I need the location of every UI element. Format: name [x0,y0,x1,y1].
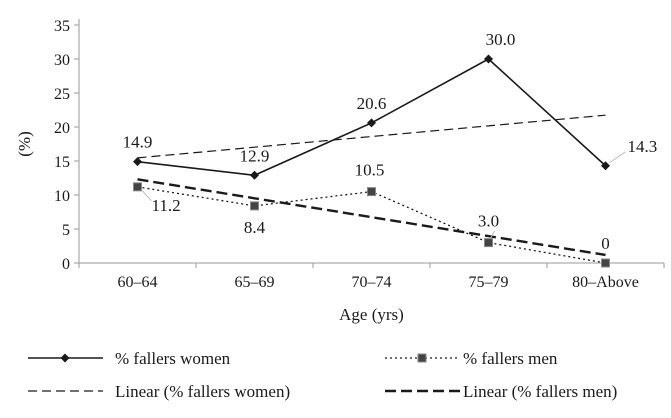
x-axis-title: Age (yrs) [339,305,404,324]
data-label: 0 [601,234,610,253]
data-label: 10.5 [355,161,385,180]
data-point [367,187,376,197]
x-tick-label: 75–79 [469,274,509,291]
trendline-0 [137,114,606,159]
y-tick-label: 30 [54,52,70,69]
legend: % fallers women % fallers men Linear (% fa… [28,349,617,401]
y-tick-label: 20 [54,120,70,137]
data-point [133,157,142,167]
y-axis-title: (%) [15,131,34,156]
legend-marker [60,353,70,363]
label-leader-line [141,189,152,202]
series-lines [133,54,610,268]
y-tick-label: 35 [54,18,70,35]
x-tick-label: 65–69 [235,274,275,291]
y-tick-label: 10 [54,188,70,205]
trendlines [137,114,606,257]
legend-item-0: % fallers women [28,349,231,368]
legend-label: Linear (% fallers men) [463,382,617,401]
data-label: 14.3 [628,137,658,156]
legend-label: % fallers men [463,349,558,368]
label-leader-line [490,230,495,239]
axes: 0 5 10 15 20 25 30 35 60–64 65–69 70–74 75–79 80–Abo… [15,18,665,324]
x-tick-label: 80–Above [572,274,639,291]
data-point [367,118,376,128]
data-label: 11.2 [152,196,181,215]
y-tick-label: 5 [62,222,70,239]
legend-item-1: % fallers men [385,349,558,368]
data-point [484,238,493,248]
data-point [601,161,610,171]
data-point [484,54,493,64]
x-tick-label: 60–64 [118,274,158,291]
data-label: 30.0 [486,30,516,49]
data-labels: 14.9 12.9 20.6 30.0 14.3 11.2 8.4 10.5 3.0 0 [123,30,658,253]
data-label: 8.4 [244,218,266,237]
data-label: 3.0 [478,212,499,231]
series-line-1 [137,186,606,264]
legend-label: % fallers women [115,349,231,368]
data-label: 14.9 [123,133,153,152]
data-point [250,201,259,211]
legend-item-3: Linear (% fallers men) [385,382,617,401]
legend-item-2: Linear (% fallers women) [28,382,290,401]
data-point [601,258,610,268]
x-tick-label: 70–74 [352,274,392,291]
series-line-0 [137,58,607,177]
data-label: 12.9 [240,146,270,165]
legend-label: Linear (% fallers women) [115,382,290,401]
data-label: 20.6 [357,94,387,113]
data-point [133,182,142,192]
y-tick-label: 15 [54,154,70,171]
y-tick-label: 0 [62,256,70,273]
data-point [250,170,259,180]
label-leader-line [609,151,626,164]
y-tick-label: 25 [54,86,70,103]
legend-marker [417,353,427,363]
